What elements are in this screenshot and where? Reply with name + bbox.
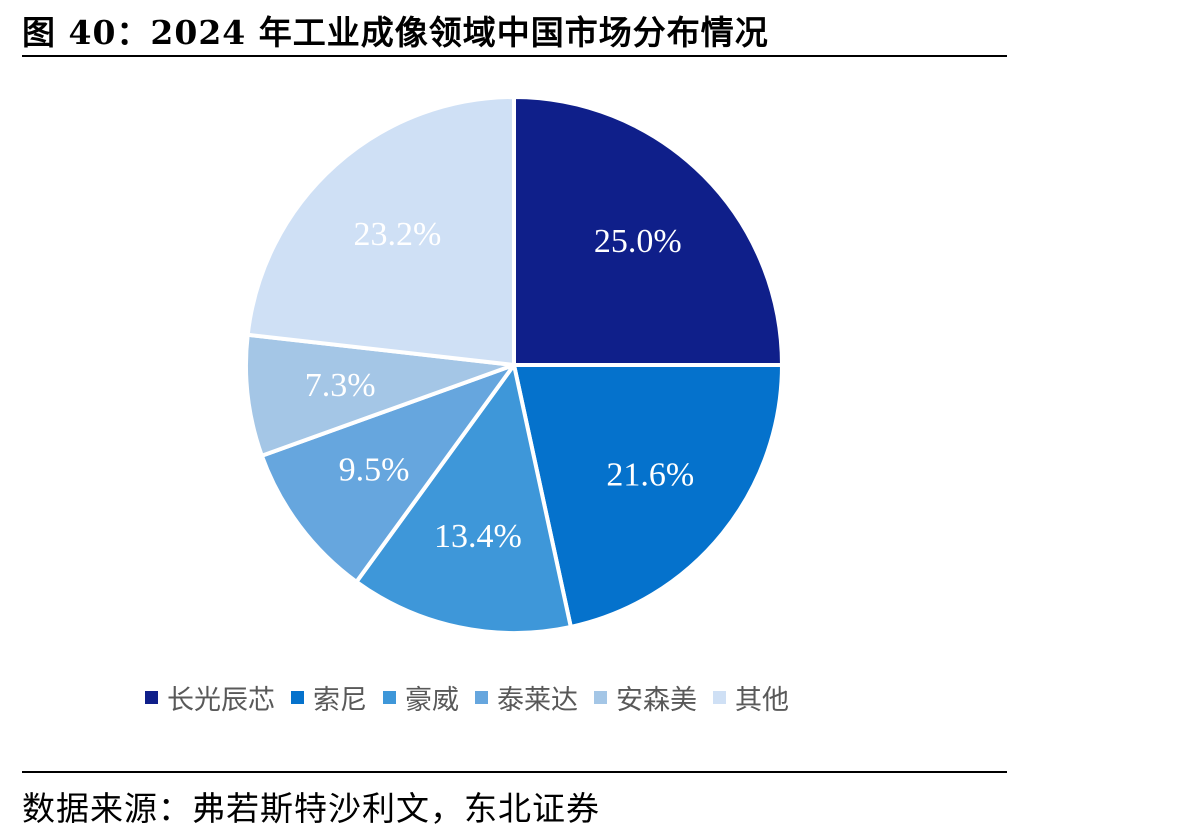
pie-slice-5 (244, 332, 516, 458)
legend-label: 泰莱达 (497, 685, 578, 716)
legend-item-6: 其他 (713, 678, 789, 717)
legend-label: 长光辰芯 (167, 685, 275, 716)
pie-chart: 25.0% 21.6% 13.4% 9.5% 7.3% 23.2% (244, 95, 784, 635)
pie-slice-3 (354, 363, 573, 635)
pie-slice-4 (259, 363, 516, 584)
figure-title: 图 40：2024 年工业成像领域中国市场分布情况 (22, 13, 769, 52)
legend-label: 安森美 (616, 685, 697, 716)
data-label-6: 23.2% (354, 216, 442, 253)
legend-swatch (145, 691, 158, 704)
data-label-5: 7.3% (305, 367, 376, 404)
legend-swatch (291, 691, 304, 704)
legend-item-5: 安森美 (594, 678, 697, 717)
bottom-divider (22, 771, 1007, 773)
chart-legend: 长光辰芯 索尼 豪威 泰莱达 安森美 其他 (145, 678, 805, 717)
legend-label: 其他 (735, 685, 789, 716)
data-label-3: 13.4% (434, 518, 522, 555)
legend-label: 索尼 (313, 685, 367, 716)
data-label-4: 9.5% (339, 452, 410, 489)
data-label-2: 21.6% (606, 456, 694, 493)
legend-item-2: 索尼 (291, 678, 367, 717)
legend-swatch (713, 691, 726, 704)
legend-swatch (383, 691, 396, 704)
legend-item-1: 长光辰芯 (145, 678, 275, 717)
legend-label: 豪威 (405, 685, 459, 716)
legend-item-4: 泰莱达 (475, 678, 578, 717)
top-divider (22, 55, 1007, 57)
data-source-note: 数据来源：弗若斯特沙利文，东北证券 (22, 789, 600, 828)
pie-slice-6 (245, 95, 516, 367)
data-label-1: 25.0% (594, 223, 682, 260)
legend-swatch (475, 691, 488, 704)
pie-slice-1 (512, 95, 784, 367)
legend-item-3: 豪威 (383, 678, 459, 717)
pie-slice-2 (512, 363, 784, 629)
legend-swatch (594, 691, 607, 704)
